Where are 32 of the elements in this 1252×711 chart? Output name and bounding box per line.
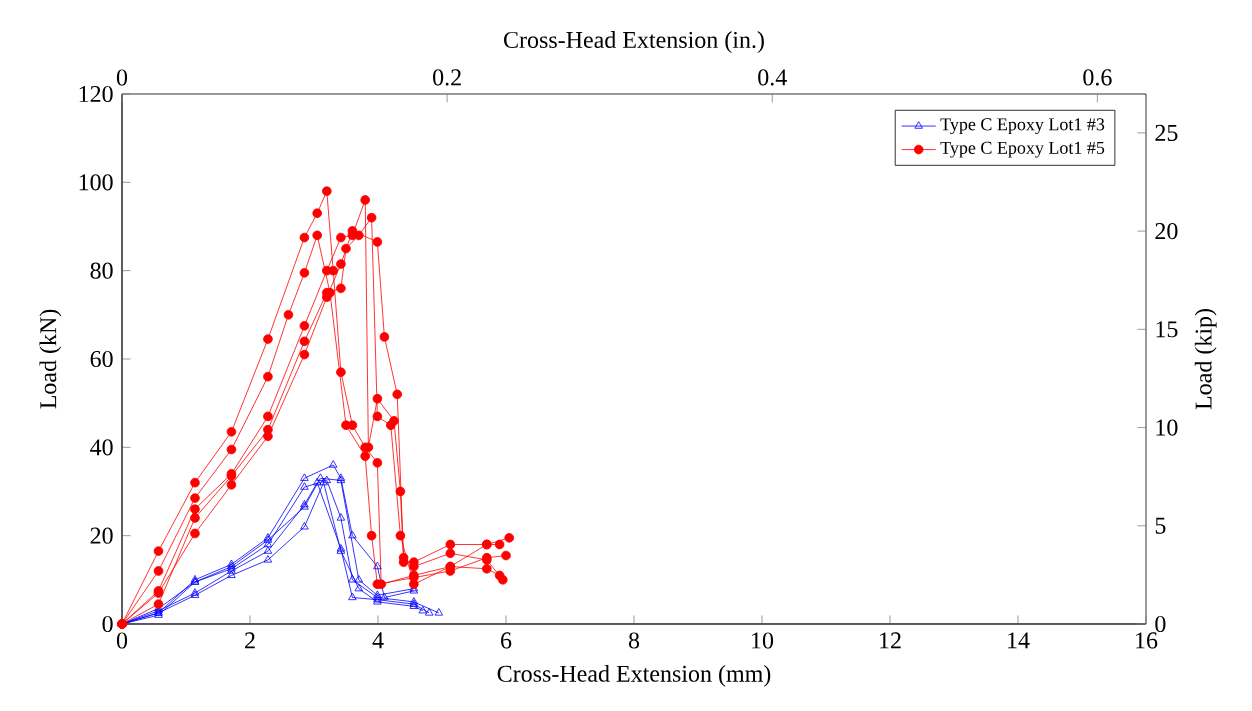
x-tick-label: 16 xyxy=(1136,632,1158,649)
y-axis-title: Load (kN) xyxy=(39,309,62,409)
x2-tick-label: 0.4 xyxy=(758,69,787,86)
x-tick-label: 12 xyxy=(880,632,901,649)
y2-tick-label: 0 xyxy=(1155,615,1166,633)
legend-label: Type C Epoxy Lot1 #3 xyxy=(940,118,1105,135)
y-tick-label: 40 xyxy=(90,439,113,456)
y2-tick-label: 10 xyxy=(1156,419,1178,436)
x2-tick-label: 0 xyxy=(116,69,128,86)
x-tick-label: 10 xyxy=(752,632,774,649)
x-tick-label: 2 xyxy=(245,632,255,649)
x-tick-label: 4 xyxy=(372,632,384,649)
y2-axis-title: Load (kip) xyxy=(1194,309,1217,410)
y2-tick-label: 20 xyxy=(1155,223,1178,240)
x2-axis-title: Cross-Head Extension (in.) xyxy=(504,31,764,53)
y-tick-label: 0 xyxy=(102,615,113,633)
y2-tick-label: 5 xyxy=(1155,517,1166,534)
x2-tick-label: 0.6 xyxy=(1083,69,1112,86)
x-axis-title: Cross-Head Extension (mm) xyxy=(497,664,771,687)
legend-label: Type C Epoxy Lot1 #5 xyxy=(940,141,1105,158)
x-tick-label: 6 xyxy=(501,632,512,649)
x-tick-label: 0 xyxy=(116,632,128,649)
x-tick-label: 14 xyxy=(1008,632,1030,649)
x2-tick-label: 0.2 xyxy=(433,69,461,86)
y-tick-label: 60 xyxy=(90,350,113,368)
y-tick-label: 20 xyxy=(90,527,113,544)
y-tick-label: 120 xyxy=(79,85,113,103)
y2-tick-label: 15 xyxy=(1156,321,1178,338)
y-tick-label: 100 xyxy=(79,174,113,191)
x-tick-label: 8 xyxy=(628,632,640,649)
y-tick-label: 80 xyxy=(90,262,113,279)
y2-tick-label: 25 xyxy=(1155,124,1178,141)
